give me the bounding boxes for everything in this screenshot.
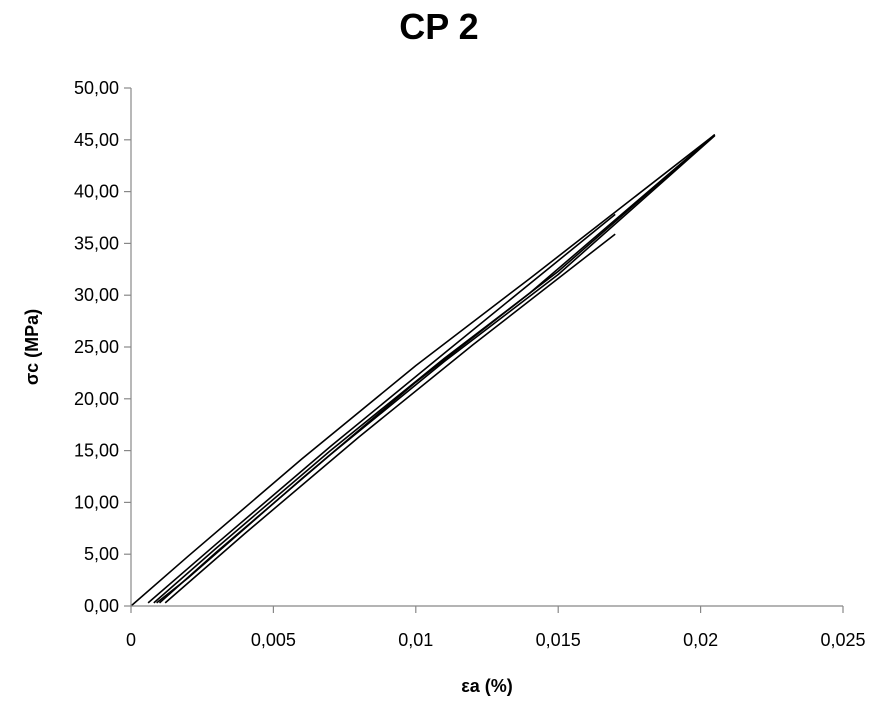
y-tick-label: 20,00 xyxy=(74,389,119,409)
y-tick-label: 30,00 xyxy=(74,285,119,305)
series-line-2 xyxy=(153,133,716,604)
x-tick-label: 0,025 xyxy=(820,630,865,650)
y-tick-label: 40,00 xyxy=(74,182,119,202)
y-tick-label: 35,00 xyxy=(74,233,119,253)
x-tick-label: 0,01 xyxy=(398,630,433,650)
y-tick-label: 10,00 xyxy=(74,492,119,512)
y-axis-title: σc (MPa) xyxy=(22,309,42,385)
x-tick-label: 0 xyxy=(126,630,136,650)
x-axis-title: εa (%) xyxy=(461,676,513,696)
y-tick-label: 25,00 xyxy=(74,337,119,357)
x-tick-label: 0,015 xyxy=(536,630,581,650)
x-tick-label: 0,02 xyxy=(683,630,718,650)
y-tick-label: 45,00 xyxy=(74,130,119,150)
x-axis-ticks: 0 0,005 0,01 0,015 0,02 0,025 xyxy=(126,606,866,650)
y-tick-label: 5,00 xyxy=(84,544,119,564)
chart-title: CP 2 xyxy=(399,6,479,47)
x-tick-label: 0,005 xyxy=(251,630,296,650)
y-tick-label: 15,00 xyxy=(74,441,119,461)
series-line-4 xyxy=(164,233,616,604)
y-tick-label: 0,00 xyxy=(84,596,119,616)
y-tick-label: 50,00 xyxy=(74,78,119,98)
series-line-6 xyxy=(156,133,716,604)
series-line-1 xyxy=(130,133,716,607)
y-axis-ticks: 0,00 5,00 10,00 15,00 20,00 25,00 30,00 35,00 40… xyxy=(74,78,131,616)
series-line-5 xyxy=(147,213,616,604)
series-layer xyxy=(130,133,716,607)
